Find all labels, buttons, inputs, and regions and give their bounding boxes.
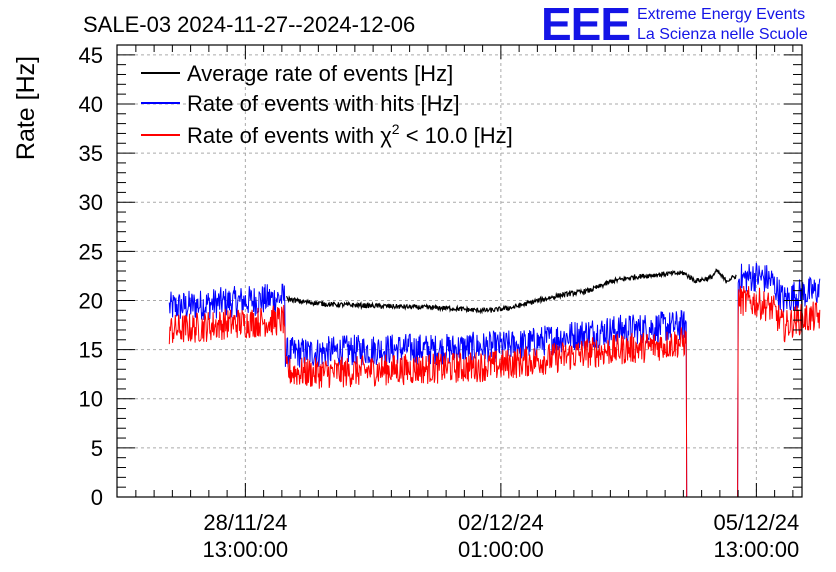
legend-chi2-sup: 2 [392, 121, 400, 137]
series-layer [168, 262, 821, 498]
legend-chi2-suffix: < 10.0 [Hz] [400, 123, 513, 148]
logo-letters: EEE [541, 0, 630, 50]
x-tick-date-0: 28/11/24 [203, 510, 287, 535]
eee-logo: EEE Extreme Energy Events La Scienza nel… [541, 0, 808, 50]
series-line-1 [168, 262, 821, 498]
legend-chi2-symbol: χ [380, 123, 392, 148]
legend: Average rate of events [Hz] Rate of even… [141, 61, 513, 148]
y-tick-label-9: 45 [79, 43, 103, 68]
legend-label-hits: Rate of events with hits [Hz] [187, 91, 460, 116]
series-line-2 [168, 285, 821, 498]
chart-title: SALE-03 2024-11-27--2024-12-06 [83, 12, 415, 37]
legend-chi2-prefix: Rate of events with [187, 123, 380, 148]
x-tick-date-2: 05/12/24 [714, 510, 800, 535]
axes: 05101520253035404528/11/2413:00:0002/12/… [79, 43, 802, 562]
x-tick-date-1: 02/12/24 [458, 510, 544, 535]
y-tick-label-2: 10 [79, 387, 103, 412]
y-tick-label-5: 25 [79, 239, 103, 264]
logo-line-2: La Scienza nelle Scuole [637, 26, 808, 43]
legend-label-chi2: Rate of events with χ2 < 10.0 [Hz] [187, 121, 513, 148]
legend-label-average: Average rate of events [Hz] [187, 61, 453, 86]
logo-line-1: Extreme Energy Events [637, 6, 805, 23]
y-tick-label-7: 35 [79, 141, 103, 166]
grid-lines [117, 45, 802, 497]
y-tick-label-3: 15 [79, 338, 103, 363]
x-tick-time-0: 13:00:00 [203, 537, 289, 562]
x-tick-time-2: 13:00:00 [714, 537, 800, 562]
y-tick-label-0: 0 [91, 485, 103, 510]
x-tick-time-1: 01:00:00 [458, 537, 544, 562]
y-tick-label-4: 20 [79, 288, 103, 313]
y-tick-label-1: 5 [91, 436, 103, 461]
y-tick-label-6: 30 [79, 190, 103, 215]
y-tick-label-8: 40 [79, 92, 103, 117]
series-line-0 [285, 268, 737, 315]
y-axis-label: Rate [Hz] [12, 56, 40, 160]
